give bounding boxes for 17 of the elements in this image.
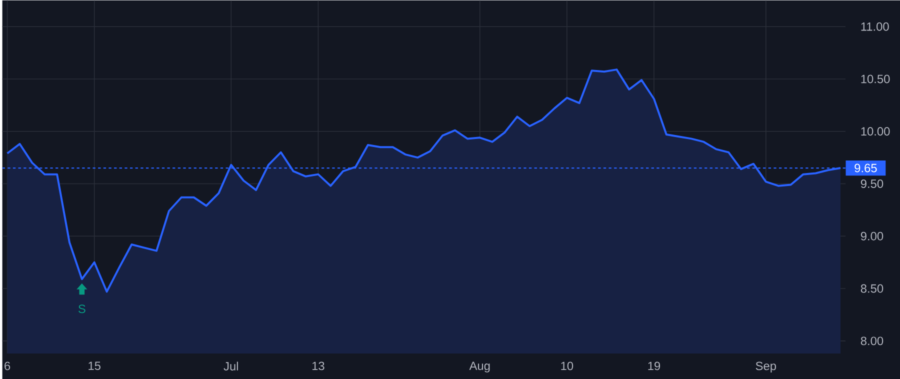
x-tick-label: 13 xyxy=(312,362,324,370)
y-tick-label: 9.50 xyxy=(860,179,884,188)
ref-line-label: 9.65 xyxy=(854,164,877,172)
y-tick-label: 10.00 xyxy=(861,126,890,136)
y-tick-label: 11.00 xyxy=(861,22,889,31)
x-tick-label: 10 xyxy=(561,362,574,370)
x-tick-label: 15 xyxy=(88,362,100,370)
x-tick-label: Aug xyxy=(469,362,490,372)
x-tick-label: Jul xyxy=(224,362,238,370)
annotation: S xyxy=(78,304,86,313)
x-tick-label: 6 xyxy=(4,362,10,370)
y-tick-label: 8.50 xyxy=(860,284,884,293)
x-tick-label: 19 xyxy=(648,362,660,370)
y-tick-label: 9.00 xyxy=(860,232,884,240)
y-tick-label: 10.50 xyxy=(861,74,890,84)
y-tick-label: 8.00 xyxy=(860,336,884,345)
x-tick-label: Sep xyxy=(756,362,776,372)
